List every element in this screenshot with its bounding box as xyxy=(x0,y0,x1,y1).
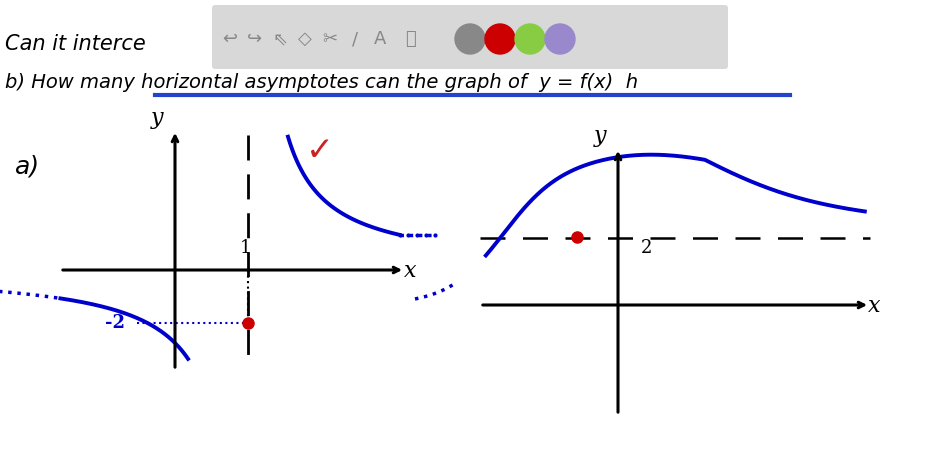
Text: x: x xyxy=(404,260,417,282)
Circle shape xyxy=(485,24,515,54)
Text: 2: 2 xyxy=(642,239,653,257)
Text: -2: -2 xyxy=(105,314,125,332)
Circle shape xyxy=(515,24,545,54)
Circle shape xyxy=(545,24,575,54)
Text: ✂: ✂ xyxy=(323,30,338,48)
Text: b) How many horizontal asymptotes can the graph of  y = f(x)  h: b) How many horizontal asymptotes can th… xyxy=(5,73,638,92)
Circle shape xyxy=(455,24,485,54)
Text: ↪: ↪ xyxy=(247,30,262,48)
Text: ⇖: ⇖ xyxy=(272,30,287,48)
Text: ✓: ✓ xyxy=(306,133,334,166)
Text: a): a) xyxy=(15,154,40,178)
Text: y: y xyxy=(593,125,606,147)
Text: 🖼: 🖼 xyxy=(405,30,416,48)
Text: ↩: ↩ xyxy=(222,30,237,48)
Text: y: y xyxy=(151,107,164,129)
Text: A: A xyxy=(374,30,386,48)
Text: Can it interce: Can it interce xyxy=(5,34,146,54)
Text: 1: 1 xyxy=(239,239,251,257)
Text: /: / xyxy=(352,30,358,48)
Text: ◇: ◇ xyxy=(298,30,312,48)
FancyBboxPatch shape xyxy=(212,5,728,69)
Text: x: x xyxy=(868,295,881,317)
